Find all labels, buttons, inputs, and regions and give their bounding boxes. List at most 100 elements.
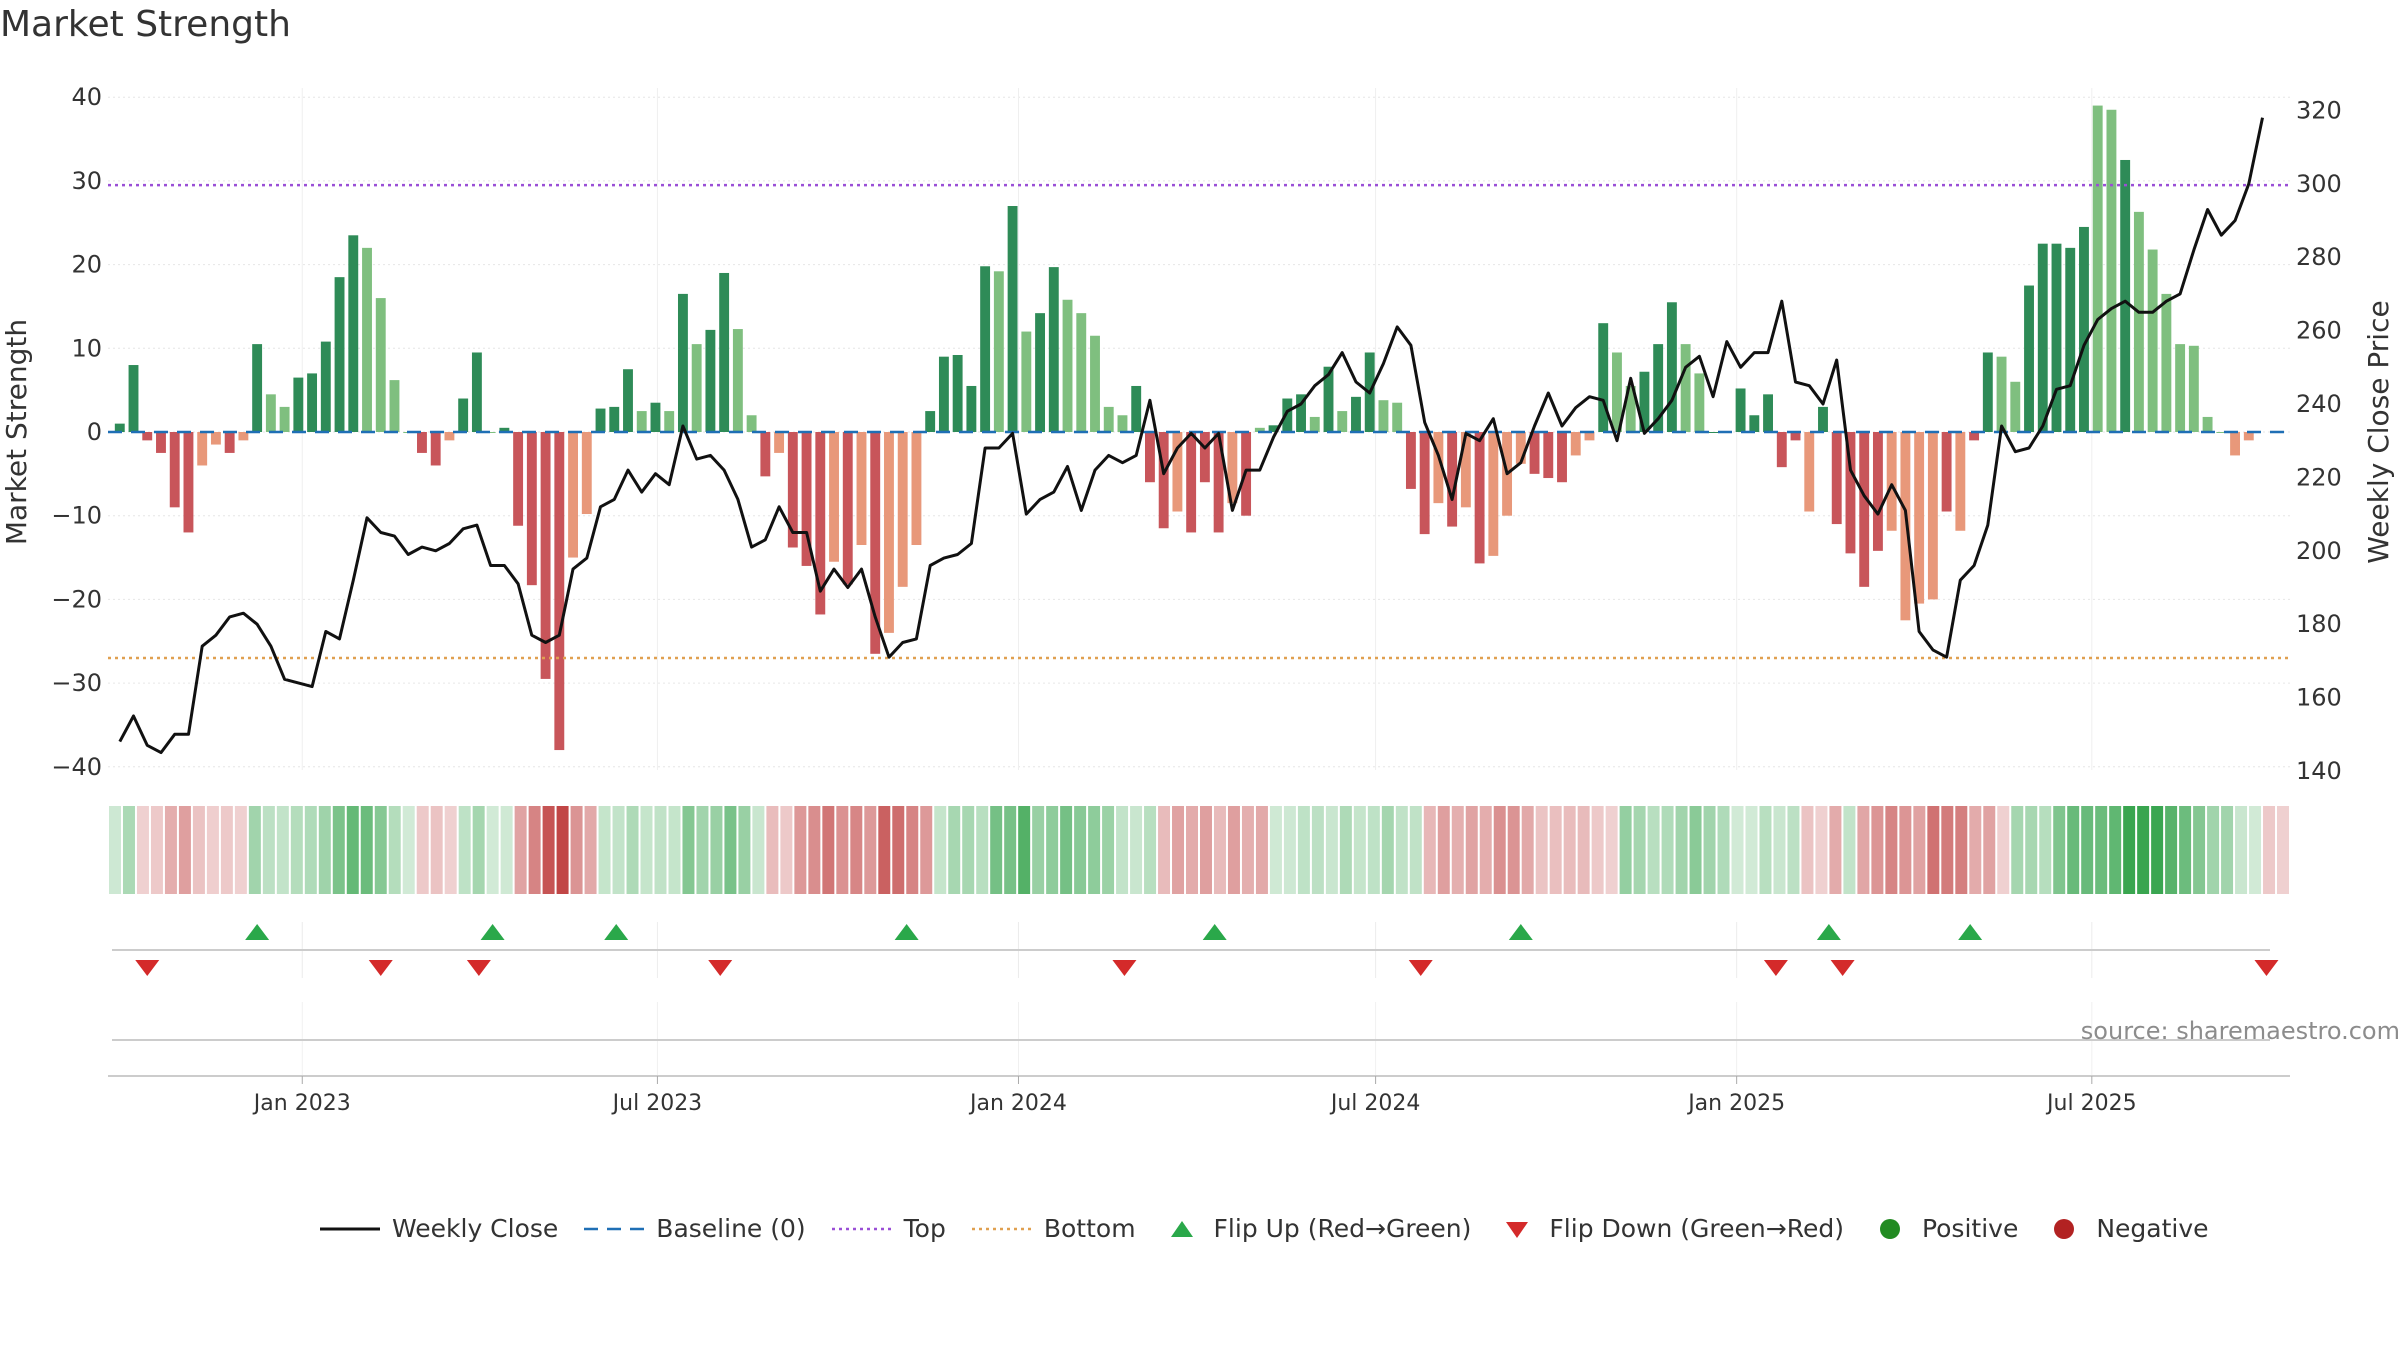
strength-bar xyxy=(1405,432,1416,489)
y2-tick-label: 160 xyxy=(2296,684,2342,712)
heat-cell xyxy=(1983,806,1996,894)
legend-negative[interactable]: Negative xyxy=(2044,1214,2209,1243)
strength-bar xyxy=(1433,432,1444,504)
strength-bar xyxy=(1103,406,1114,432)
heat-cell xyxy=(1172,806,1185,894)
strength-bar xyxy=(2010,381,2021,432)
strength-bar xyxy=(1282,398,1293,432)
heat-cell xyxy=(948,806,961,894)
strength-bar xyxy=(966,385,977,432)
strength-bar xyxy=(2202,416,2213,432)
strength-bar xyxy=(1227,432,1238,504)
heat-cell xyxy=(990,806,1003,894)
heat-cell xyxy=(1116,806,1129,894)
strength-bar xyxy=(183,432,194,533)
strength-bar xyxy=(1749,415,1760,432)
heat-cell xyxy=(1213,806,1226,894)
heat-cell xyxy=(850,806,863,894)
strength-bar xyxy=(1447,432,1458,527)
strength-bar xyxy=(1378,400,1389,432)
heat-cell xyxy=(304,806,317,894)
heat-cell xyxy=(2053,806,2066,894)
strength-bar xyxy=(128,365,139,432)
strength-bar xyxy=(581,432,592,515)
strength-bar xyxy=(1776,432,1787,468)
strength-bar xyxy=(169,432,180,508)
x-tick-label: Jul 2024 xyxy=(1329,1091,1421,1116)
heat-cell xyxy=(668,806,681,894)
strength-bar xyxy=(1694,373,1705,432)
strength-bar xyxy=(1598,323,1609,432)
heat-cell xyxy=(1633,806,1646,894)
legend-bottom[interactable]: Bottom xyxy=(971,1214,1136,1243)
flip-up-marker xyxy=(604,924,629,940)
heat-cell xyxy=(1186,806,1198,894)
weekly-close-line xyxy=(118,117,2264,755)
heat-cell xyxy=(1451,806,1464,894)
strength-bar xyxy=(554,432,565,751)
heat-cell xyxy=(402,806,415,894)
heat-cell xyxy=(206,806,219,894)
legend-flip-down[interactable]: Flip Down (Green→Red) xyxy=(1497,1214,1844,1243)
heat-cell xyxy=(1325,806,1338,894)
heat-cell xyxy=(1787,806,1800,894)
strength-bar xyxy=(829,432,839,562)
heat-cell xyxy=(822,806,835,894)
strength-bar xyxy=(375,298,386,432)
y-tick-label: 40 xyxy=(71,83,102,111)
heat-cell xyxy=(1605,806,1618,894)
strength-bar xyxy=(1845,432,1856,554)
heat-cell xyxy=(794,806,807,894)
heat-cell xyxy=(1927,806,1940,894)
heat-cell xyxy=(696,806,709,894)
heat-cell xyxy=(2207,806,2220,894)
y2-tick-label: 220 xyxy=(2296,463,2342,491)
flip-up-marker xyxy=(1202,924,1227,940)
negative-dot-icon xyxy=(2044,1217,2084,1241)
legend-bottom-swatch xyxy=(971,1217,1032,1241)
heat-cell xyxy=(1046,806,1059,894)
heat-cell xyxy=(2025,806,2038,894)
x-tick-label: Jul 2023 xyxy=(611,1091,703,1116)
flip-down-marker xyxy=(708,960,733,976)
legend-baseline[interactable]: Baseline (0) xyxy=(584,1214,806,1243)
strength-bar xyxy=(2133,211,2144,432)
heat-cell xyxy=(612,806,625,894)
heat-cell xyxy=(1521,806,1534,894)
heat-cell xyxy=(1018,806,1031,894)
strength-bar xyxy=(1323,366,1334,432)
y-tick-label: 10 xyxy=(71,334,102,362)
heat-cell xyxy=(626,806,639,894)
heat-cell xyxy=(906,806,919,894)
strength-bar xyxy=(1515,432,1526,464)
strength-bar xyxy=(1763,394,1773,432)
flip-down-marker xyxy=(1408,960,1433,976)
heat-cell xyxy=(1913,806,1926,894)
strength-bar xyxy=(1007,206,1018,432)
strength-bar xyxy=(513,432,524,526)
heat-cell xyxy=(486,806,499,894)
strength-bar xyxy=(417,432,427,453)
strength-bar xyxy=(1927,432,1938,600)
strength-bar xyxy=(938,356,949,432)
strength-bar xyxy=(2161,293,2172,432)
strength-bar xyxy=(1213,432,1224,533)
y2-tick-label: 260 xyxy=(2296,317,2342,345)
legend-positive[interactable]: Positive xyxy=(1870,1214,2018,1243)
heat-cell xyxy=(2095,806,2108,894)
strength-bar xyxy=(1584,432,1595,441)
heat-cell xyxy=(1857,806,1870,894)
heat-cell xyxy=(2123,806,2136,894)
legend-top[interactable]: Top xyxy=(831,1214,946,1243)
strength-bar xyxy=(540,432,551,679)
legend-flip-up[interactable]: Flip Up (Red→Green) xyxy=(1162,1214,1471,1243)
heat-cell xyxy=(1032,806,1045,894)
heat-cell xyxy=(1200,806,1212,894)
strength-bar xyxy=(1543,432,1554,479)
heat-cell xyxy=(934,806,947,894)
legend-weekly-close-swatch xyxy=(320,1217,380,1241)
heat-cell xyxy=(1997,806,2010,894)
legend-weekly-close[interactable]: Weekly Close xyxy=(320,1214,558,1243)
strength-bar xyxy=(2106,109,2117,432)
